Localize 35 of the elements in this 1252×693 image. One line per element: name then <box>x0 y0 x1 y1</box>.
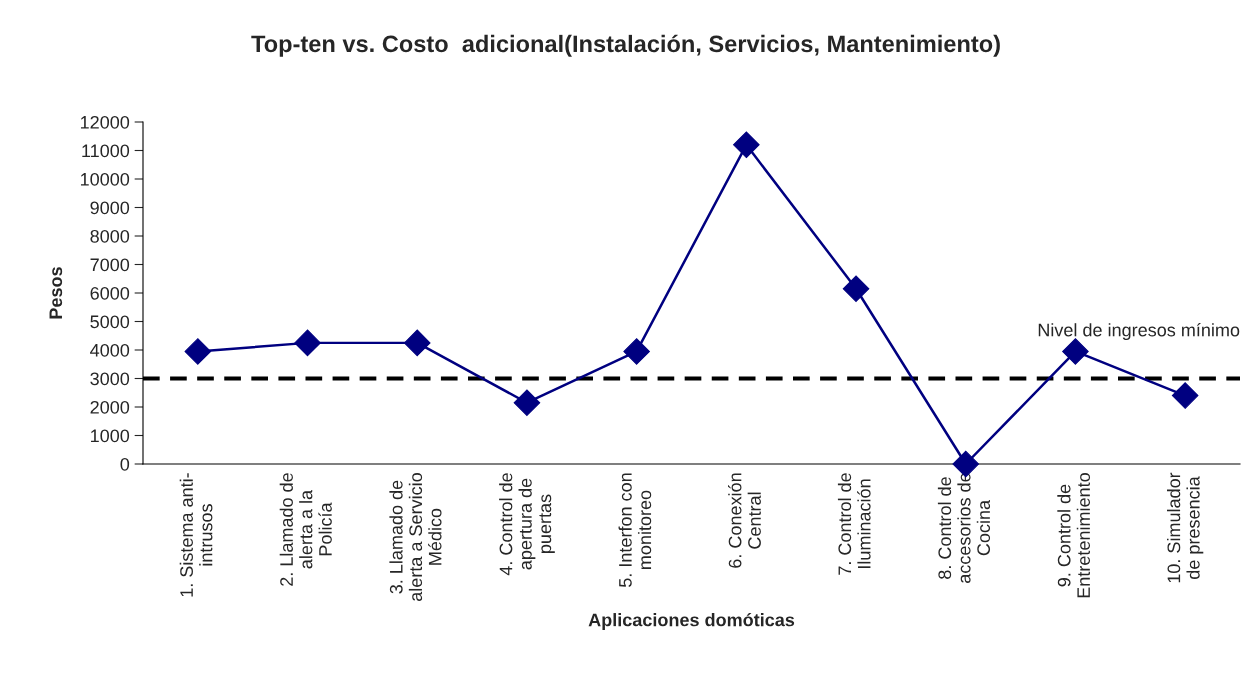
x-tick-label: 2. Llamado de alerta a la Policía <box>279 473 332 586</box>
point <box>184 338 212 365</box>
x-tick-label: 10. Simulador de presencia <box>1167 472 1204 583</box>
point <box>1171 382 1199 409</box>
point <box>842 275 870 303</box>
point <box>403 329 431 357</box>
x-tick-label: 7. Control de Iluminación <box>837 473 871 575</box>
y-tick-label: 12000 <box>80 115 130 129</box>
chart-title: Top-ten vs. Costo adicional(Instalación, Servicios, Mantenimiento) <box>251 34 1000 57</box>
y-tick-label: 4000 <box>90 343 130 357</box>
y-tick-label: 9000 <box>90 201 130 215</box>
y-tick-label: 0 <box>120 457 130 471</box>
y-axis-title: Pesos <box>49 267 63 319</box>
x-axis-title: Aplicaciones domóticas <box>588 612 795 630</box>
point <box>623 338 650 365</box>
y-tick-label: 3000 <box>90 372 130 386</box>
x-tick-label: 3. Llamado de alerta a Servicio Médico <box>389 473 442 602</box>
point <box>733 131 760 159</box>
y-tick-label: 2000 <box>90 400 130 414</box>
y-tick-label: 6000 <box>90 286 130 300</box>
y-tick-label: 7000 <box>90 258 130 272</box>
x-tick-label: 9. Control de Entretenimiento <box>1057 473 1091 598</box>
point <box>1062 338 1089 365</box>
y-tick-label: 11000 <box>82 144 130 158</box>
y-tick-label: 5000 <box>90 315 130 329</box>
point <box>294 329 321 357</box>
x-tick-label: 1. Sistema anti- intrusos <box>179 473 213 597</box>
y-tick-label: 8000 <box>90 229 130 243</box>
x-tick-label: 6. Conexión Central <box>728 473 761 568</box>
y-tick-label: 10000 <box>80 172 130 186</box>
x-tick-label: 5. Interfon con monitoreo <box>618 473 652 588</box>
y-tick-label: 1000 <box>91 429 130 443</box>
x-tick-label: 4. Control de apertura de puertas <box>499 473 555 576</box>
ref-line-label: Nivel de ingresos mínimo <box>1038 322 1240 341</box>
point <box>513 389 541 417</box>
